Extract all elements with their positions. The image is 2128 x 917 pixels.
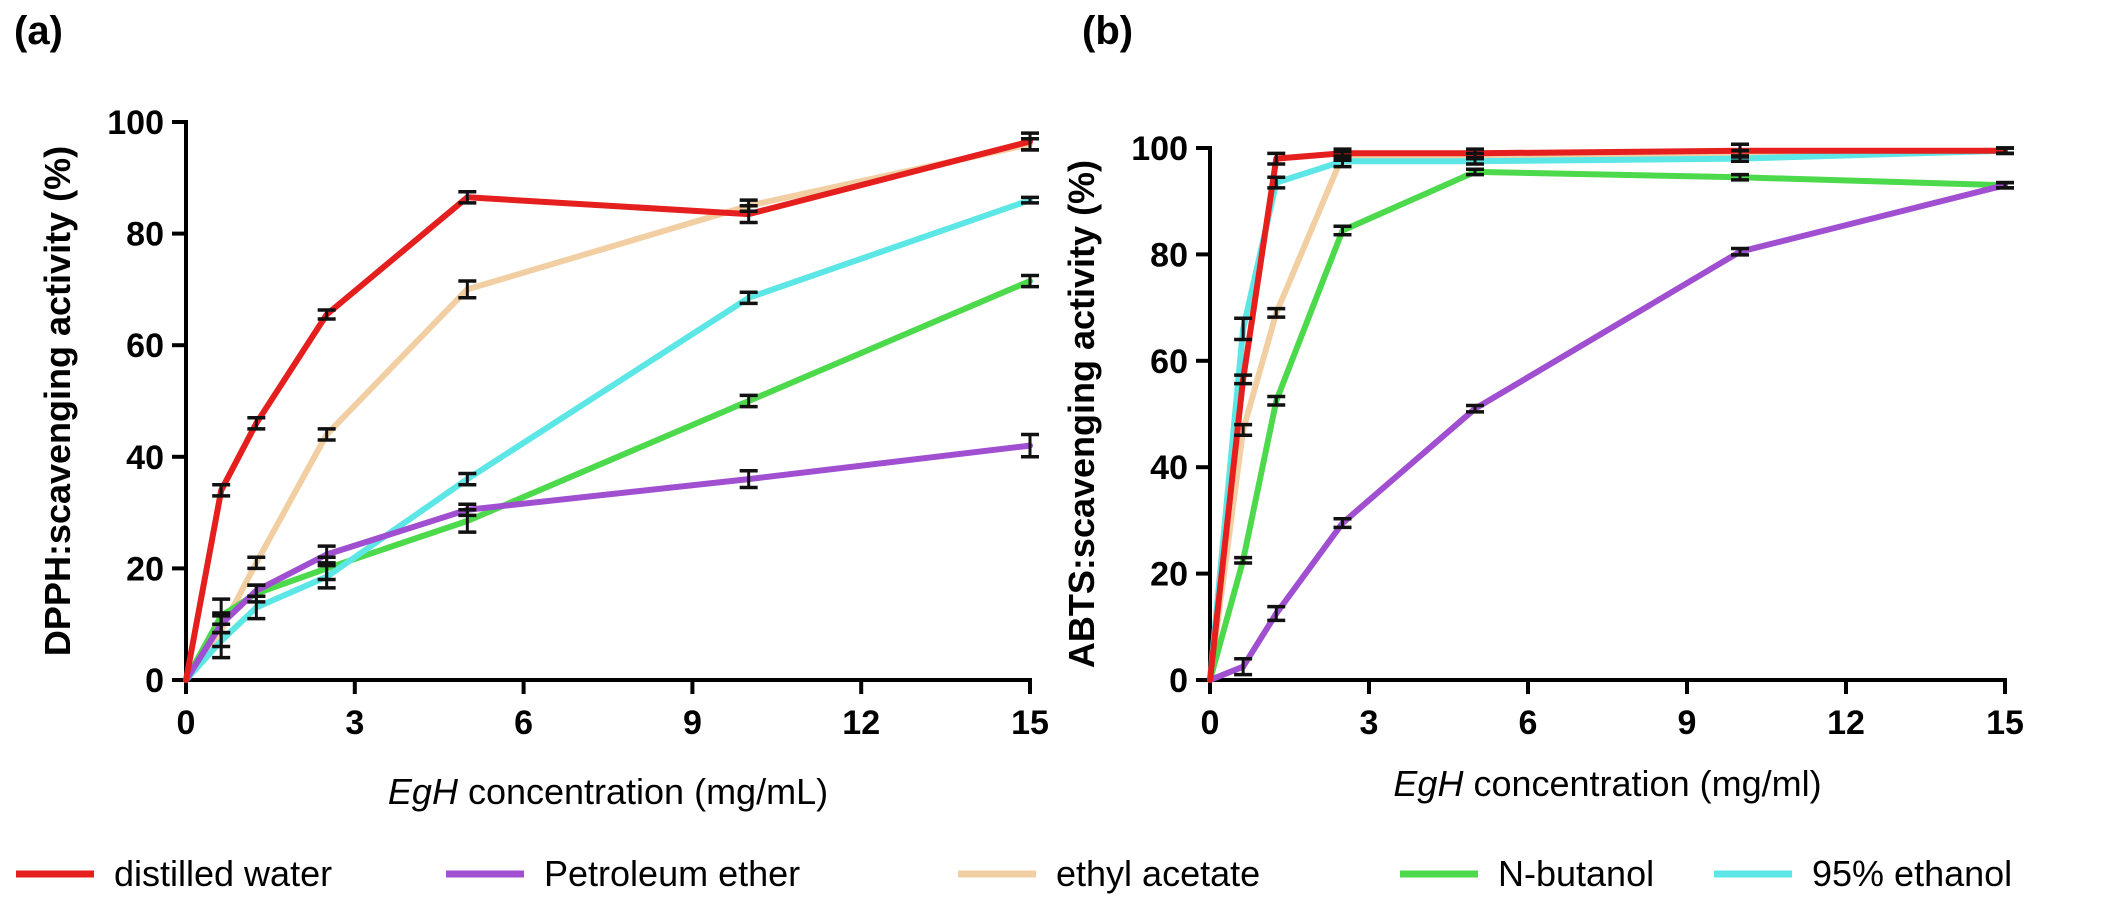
panel-a-x-tick-label: 0 (177, 704, 196, 742)
panel-b-x-tick-label: 6 (1519, 704, 1538, 742)
panel-a-errorbar-95-ethanol (458, 471, 477, 487)
panel-a-x-tick-label: 3 (345, 704, 364, 742)
legend-label-n-butanol: N-butanol (1498, 853, 1654, 894)
legend-label-petroleum-ether: Petroleum ether (544, 853, 800, 894)
panel-a-errorbar-ethyl-acetate (458, 279, 477, 300)
panel-b-series-n-butanol (1207, 168, 2008, 683)
panel-a-errorbar-petroleum-ether (317, 544, 336, 565)
panel-b-errorbar-distilled-water (1996, 146, 2014, 156)
panel-a-errorbar-n-butanol (739, 393, 758, 409)
panel-b-errorbar-petroleum-ether (1996, 180, 2014, 190)
panel-a-errorbar-petroleum-ether (212, 614, 231, 635)
panel-a-y-tick-label: 40 (126, 439, 164, 477)
panel-a-y-tick-label: 20 (126, 550, 164, 588)
panel-a-errorbar-distilled-water (1021, 131, 1039, 152)
panel-a-x-tick-label: 6 (514, 704, 533, 742)
panel-b-errorbar-n-butanol (1466, 167, 1484, 177)
panel-b-errorbar-n-butanol (1234, 555, 1253, 565)
panel-b-y-tick-label: 80 (1150, 236, 1188, 274)
panel-a-errorbar-ethyl-acetate (247, 555, 266, 571)
panel-b-errorbar-petroleum-ether (1333, 517, 1352, 530)
panel-a-errorbar-95-ethanol (739, 290, 758, 306)
panel-b-series-95-ethanol (1207, 147, 2008, 683)
panel-a-series-95-ethanol (183, 197, 1033, 683)
panel-b-y-tick-label: 100 (1131, 130, 1188, 168)
panel-b-errorbar-ethyl-acetate (1267, 306, 1286, 319)
panel-a-x-tick-label: 9 (683, 704, 702, 742)
panel-b-x-tick-label: 9 (1678, 704, 1697, 742)
panel-b-series-ethyl-acetate (1207, 147, 2008, 683)
panel-a-series-distilled-water (183, 138, 1033, 683)
panel-b-y-tick-label: 60 (1150, 343, 1188, 381)
legend-item-n-butanol: N-butanol (1400, 853, 1654, 894)
panel-b-errorbar-petroleum-ether (1267, 604, 1286, 623)
panel-b-x-tick-label: 12 (1827, 704, 1865, 742)
panel-b-y-tick-label: 0 (1169, 662, 1188, 700)
panel-b-series-distilled-water (1207, 147, 2008, 683)
panel-b-errorbar-distilled-water (1731, 142, 1749, 159)
panel-a-errorbar-petroleum-ether (458, 502, 477, 518)
panel-a-x-axis-label-rest: concentration (mg/mL) (458, 771, 828, 812)
panel-a-x-axis-label: EgH concentration (mg/mL) (388, 771, 828, 812)
panel-b-x-tick-label: 3 (1360, 704, 1379, 742)
panel-b-errorbar-n-butanol (1333, 224, 1352, 237)
panel-b-x-axis-label-rest: concentration (mg/ml) (1463, 763, 1821, 804)
panel-a-errorbar-petroleum-ether (247, 583, 266, 599)
legend-label-95-ethanol: 95% ethanol (1812, 853, 2012, 894)
panel-b-errorbar-distilled-water (1333, 147, 1352, 160)
panel-b-x-tick-label: 15 (1986, 704, 2024, 742)
panel-b-x-axis-label-italic: EgH (1393, 763, 1464, 804)
panel-a-series-ethyl-acetate (183, 141, 1033, 683)
panel-b-errorbar-petroleum-ether (1234, 656, 1253, 677)
panel-a-y-tick-label: 100 (107, 104, 164, 142)
panel-b-y-tick-label: 20 (1150, 556, 1188, 594)
panel-a-errorbar-95-ethanol (1021, 195, 1039, 205)
legend-item-ethyl-acetate: ethyl acetate (958, 853, 1260, 894)
panel-b-errorbar-95-ethanol (1234, 316, 1253, 342)
legend-item-petroleum-ether: Petroleum ether (446, 853, 800, 894)
panel-a-x-tick-label: 12 (842, 704, 880, 742)
panel-b-errorbar-95-ethanol (1267, 175, 1286, 190)
panel-b-errorbar-ethyl-acetate (1234, 422, 1253, 438)
panel-b-label: (b) (1082, 9, 1133, 53)
panel-b-errorbar-distilled-water (1267, 151, 1286, 166)
panel-a-errorbar-distilled-water (317, 308, 336, 321)
panel-b-errorbar-distilled-water (1466, 147, 1484, 160)
panel-a-x-tick-label: 15 (1011, 704, 1049, 742)
panel-a-errorbar-distilled-water (739, 203, 758, 225)
panel-a-errorbar-distilled-water (247, 415, 266, 431)
panel-b-x-axis-label: EgH concentration (mg/ml) (1393, 763, 1821, 804)
panel-a-y-tick-label: 0 (145, 662, 164, 700)
panel-b-errorbar-n-butanol (1731, 172, 1749, 182)
panel-a: (a) 0 3 6 9 12 15 0 20 40 60 80 100 DPPH:scavenging … (14, 9, 1049, 812)
legend-item-distilled-water: distilled water (16, 853, 332, 894)
panel-b-x-tick-label: 0 (1201, 704, 1220, 742)
panel-b-errorbar-petroleum-ether (1466, 403, 1484, 414)
panel-a-x-axis-label-italic: EgH (388, 771, 459, 812)
panel-a-errorbar-n-butanol (1021, 273, 1039, 289)
panel-a-errorbar-petroleum-ether (1021, 432, 1039, 459)
panel-a-errorbar-95-ethanol (317, 563, 336, 590)
panel-a-errorbar-ethyl-acetate (317, 427, 336, 442)
legend-label-ethyl-acetate: ethyl acetate (1056, 853, 1260, 894)
panel-b-errorbar-n-butanol (1267, 394, 1286, 407)
panel-a-errorbar-distilled-water (458, 190, 477, 205)
panel-a-y-tick-label: 80 (126, 216, 164, 254)
panel-b-errorbar-petroleum-ether (1731, 246, 1749, 257)
panel-a-y-axis-label: DPPH:scavenging activity (%) (37, 146, 78, 656)
panel-b: (b) 0 3 6 9 12 15 0 20 40 60 80 100 ABTS:scavenging … (1061, 9, 2024, 804)
panel-a-errorbar-distilled-water (212, 482, 231, 498)
panel-b-y-tick-label: 40 (1150, 449, 1188, 487)
legend: distilled water Petroleum ether ethyl acet… (16, 853, 2012, 894)
legend-label-distilled-water: distilled water (114, 853, 332, 894)
panel-b-y-axis-label: ABTS:scavenging activity (%) (1061, 160, 1102, 668)
panel-a-y-tick-label: 60 (126, 327, 164, 365)
panel-a-series-petroleum-ether (183, 442, 1033, 683)
panel-a-errorbar-petroleum-ether (739, 469, 758, 490)
panel-b-errorbar-distilled-water (1234, 373, 1253, 386)
legend-item-95-ethanol: 95% ethanol (1714, 853, 2012, 894)
panel-a-label: (a) (14, 9, 63, 53)
